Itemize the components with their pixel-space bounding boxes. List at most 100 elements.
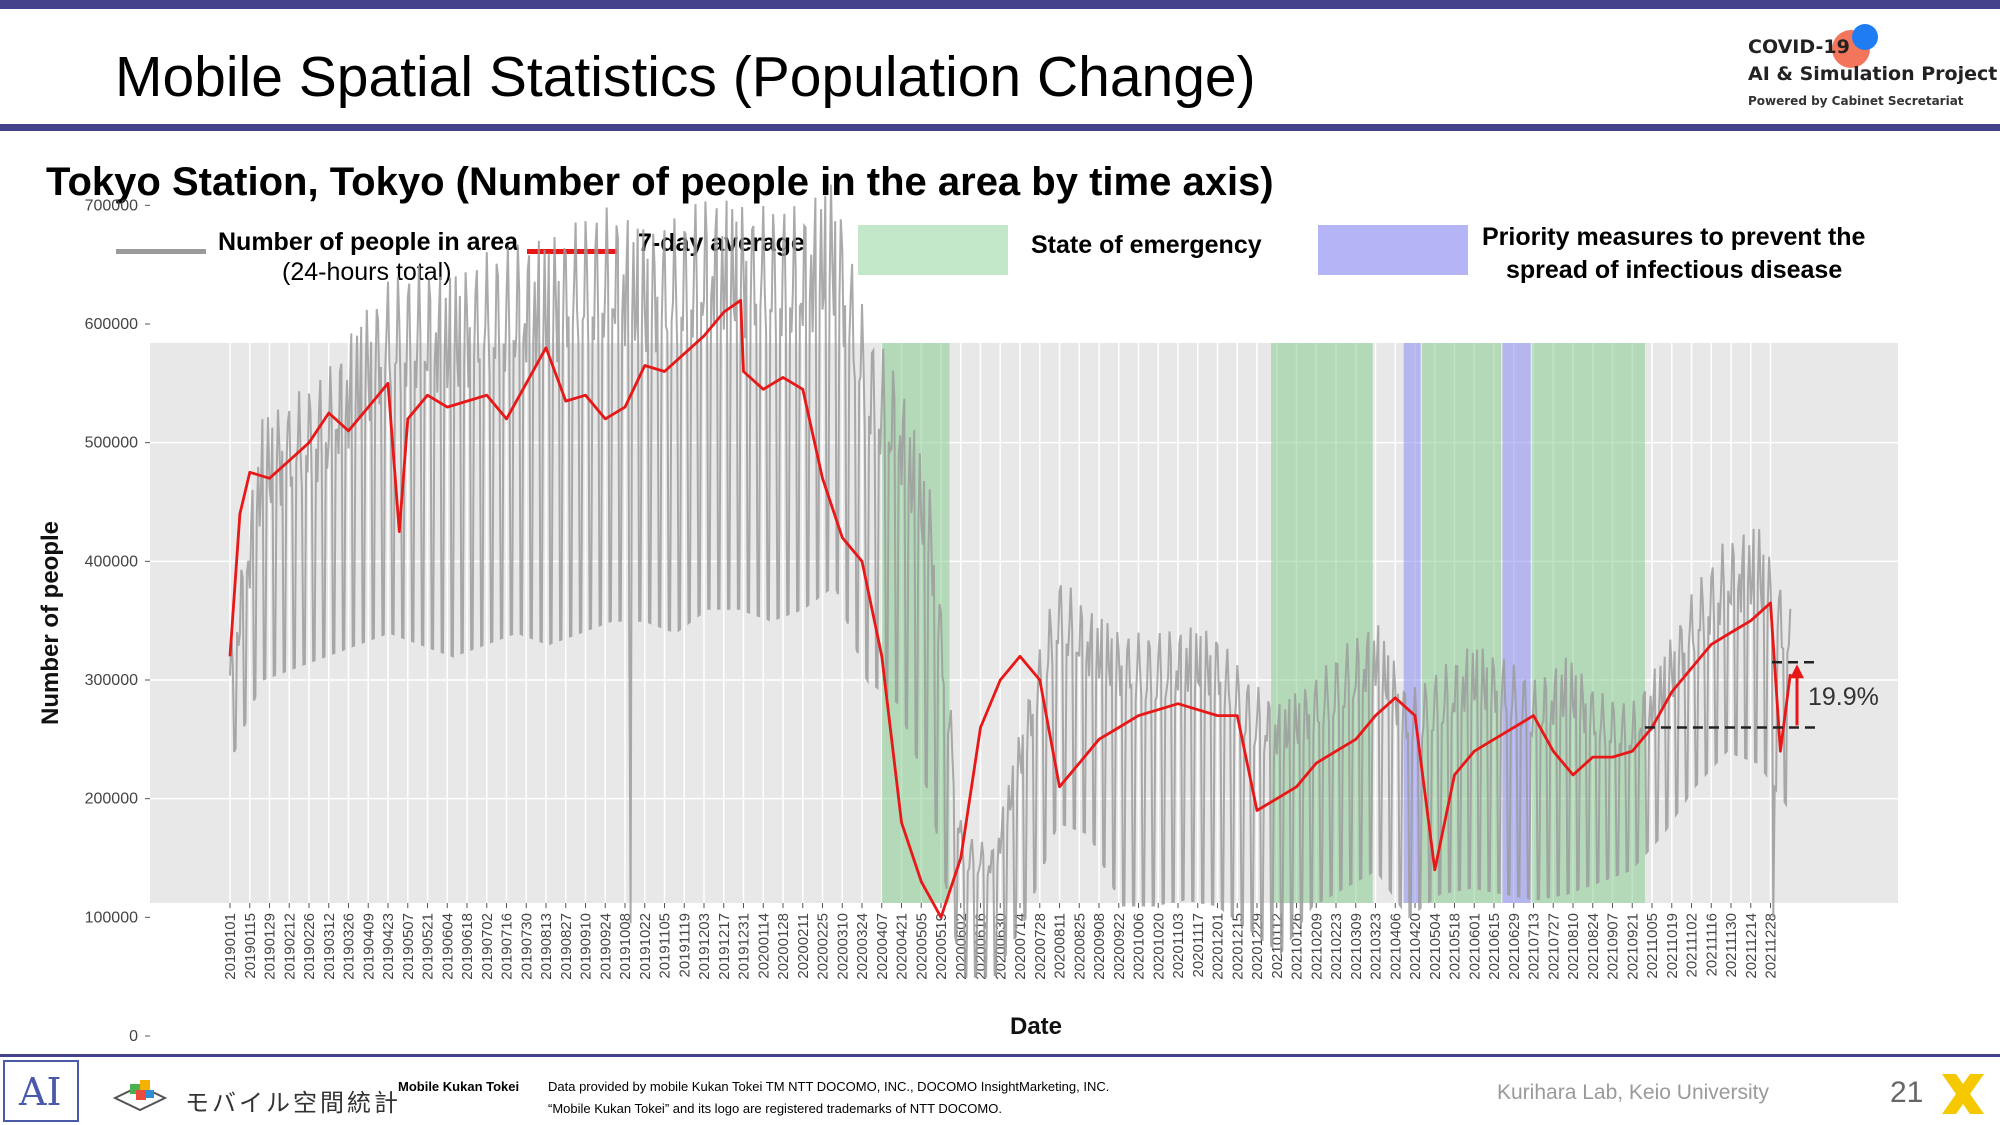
- x-tick-label: 20191203: [696, 913, 713, 980]
- x-tick-label: 20190924: [597, 913, 614, 980]
- x-tick-label: 20210223: [1328, 913, 1345, 980]
- ai-lab-logo-text: AI: [19, 1070, 62, 1114]
- x-tick-label: 20200505: [913, 913, 930, 980]
- x-tick-label: 20200922: [1111, 913, 1128, 980]
- x-tick-label: 20190326: [341, 913, 358, 980]
- x-tick-label: 20200128: [775, 913, 792, 980]
- footer-rule: [0, 1054, 2000, 1057]
- legend-avg-swatch: [527, 249, 617, 254]
- title-rule: [0, 124, 2000, 131]
- x-tick-label: 20191105: [657, 913, 674, 979]
- x-tick-label: 20190618: [459, 913, 476, 980]
- x-tick-label: 20190409: [360, 913, 377, 980]
- x-tick-label: 20200421: [894, 913, 911, 980]
- x-tick-label: 20191008: [617, 913, 634, 980]
- x-tick-label: 20191022: [637, 913, 654, 980]
- x-tick-label: 20210518: [1447, 913, 1464, 980]
- legend-priority-label-1: Priority measures to prevent the: [1482, 223, 1866, 251]
- y-tick-label: 300000: [85, 672, 138, 689]
- x-tick-label: 20201117: [1190, 913, 1207, 978]
- legend-people-label: Number of people in area: [218, 228, 519, 256]
- x-tick-label: 20201006: [1131, 913, 1148, 980]
- x-tick-label: 20210309: [1348, 913, 1365, 980]
- x-tick-label: 20190212: [281, 913, 298, 980]
- y-tick-label: 0: [129, 1028, 138, 1045]
- x-tick-label: 20211019: [1664, 913, 1681, 979]
- x-tick-label: 20210713: [1526, 913, 1543, 980]
- x-tick-label: 20200908: [1091, 913, 1108, 980]
- legend-priority-label-2: spread of infectious disease: [1506, 256, 1843, 284]
- x-tick-label: 20210209: [1308, 913, 1325, 980]
- legend-people-sublabel: (24-hours total): [282, 258, 452, 286]
- x-tick-label: 20191231: [736, 913, 753, 980]
- legend-emergency-swatch: [858, 225, 1008, 275]
- x-tick-label: 20190813: [538, 913, 555, 980]
- x-tick-label: 20200728: [1032, 913, 1049, 980]
- x-tick-label: 20211005: [1644, 913, 1661, 979]
- x-tick-label: 20190507: [400, 913, 417, 980]
- annotation-arrow-head: [1790, 664, 1804, 679]
- ai-lab-logo: AI: [3, 1060, 79, 1122]
- covid-ai-project-logo: COVID-19 AI & Simulation Project Powered…: [1740, 24, 1997, 119]
- x-tick-label: 20210810: [1565, 913, 1582, 980]
- x-tick-label: 20190312: [321, 913, 338, 980]
- x-tick-label: 20200310: [834, 913, 851, 980]
- y-tick-label: 100000: [85, 909, 138, 926]
- x-tick-label: 20200211: [795, 913, 812, 979]
- x-tick-label: 20210824: [1585, 913, 1602, 980]
- x-tick-label: 20190521: [420, 913, 437, 980]
- x-tick-label: 20201103: [1170, 913, 1187, 979]
- x-tick-label: 20201215: [1229, 913, 1246, 980]
- x-tick-label: 20210727: [1545, 913, 1562, 980]
- x-tick-label: 20190910: [578, 913, 595, 980]
- x-tick-label: 20190129: [262, 913, 279, 980]
- x-tick-label: 20200114: [755, 913, 772, 979]
- x-axis-label: Date: [1010, 1013, 1062, 1040]
- x-tick-label: 20200407: [874, 913, 891, 980]
- x-tick-label: 20200811: [1052, 913, 1069, 979]
- x-tick-label: 20210323: [1368, 913, 1385, 980]
- legend-priority-swatch: [1318, 225, 1468, 275]
- y-tick-label: 500000: [85, 435, 138, 452]
- seven-day-average-series-line: [228, 298, 1792, 919]
- x-tick-label: 20210921: [1624, 913, 1641, 980]
- data-credit-line1: Data provided by mobile Kukan Tokei TM N…: [548, 1079, 1110, 1094]
- x-tick-label: 20201020: [1150, 913, 1167, 980]
- x-tick-label: 20190226: [301, 913, 318, 980]
- x-tick-label: 20210406: [1387, 913, 1404, 980]
- x-tick-label: 20200519: [933, 913, 950, 980]
- x-tick-label: 20190101: [222, 913, 239, 980]
- mobile-kukan-cube-icon: [112, 1080, 168, 1112]
- x-tick-label: 20210601: [1466, 913, 1483, 980]
- x-tick-label: 20210420: [1407, 913, 1424, 980]
- x-tick-label: 20190716: [499, 913, 516, 980]
- x-tick-label: 20190115: [242, 913, 259, 979]
- x-tick-label: 20211116: [1703, 913, 1720, 976]
- x-tick-label: 20210629: [1506, 913, 1523, 980]
- annotation-label: 19.9%: [1808, 683, 1879, 711]
- legend-people-swatch: [116, 249, 206, 254]
- y-tick-label: 700000: [85, 197, 138, 214]
- logo-blue-dot-icon: [1852, 24, 1878, 50]
- x-tick-label: 20190604: [439, 913, 456, 980]
- y-tick-label: 600000: [85, 316, 138, 333]
- x-tick-label: 20191217: [716, 913, 733, 980]
- logo-line2: AI & Simulation Project: [1748, 63, 1998, 85]
- y-tick-label: 200000: [85, 791, 138, 808]
- x-tick-label: 20201201: [1210, 913, 1227, 980]
- x-tick-label: 20200225: [815, 913, 832, 980]
- logo-line1: COVID-19: [1748, 36, 1850, 58]
- x-tick-label: 20190827: [558, 913, 575, 980]
- x-tick-label: 20210615: [1486, 913, 1503, 980]
- y-tick-label: 400000: [85, 553, 138, 570]
- page-number: 21: [1890, 1076, 1924, 1109]
- slide-title: Mobile Spatial Statistics (Population Ch…: [115, 45, 1256, 109]
- x-tick-label: 20211102: [1684, 913, 1701, 978]
- x-tick-label: 20211214: [1743, 913, 1760, 979]
- x-tick-label: 20191119: [676, 913, 693, 978]
- legend-emergency-label: State of emergency: [1031, 231, 1262, 259]
- x-tick-label: 20211228: [1763, 913, 1780, 979]
- mobile-kukan-jp-name: モバイル空間統計: [185, 1090, 401, 1117]
- logo-line3: Powered by Cabinet Secretariat: [1748, 94, 1964, 108]
